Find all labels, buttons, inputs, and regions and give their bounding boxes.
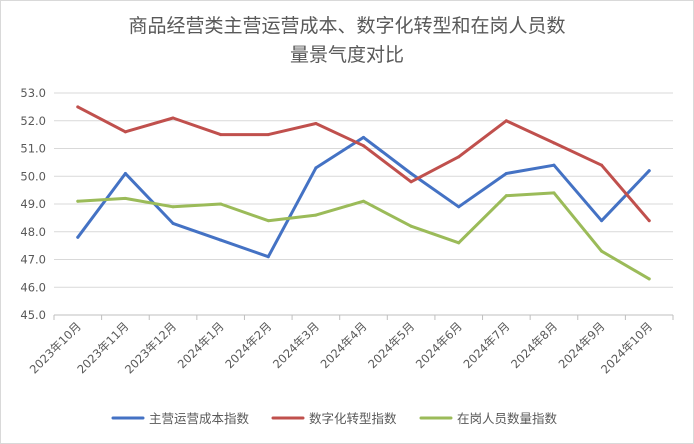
y-tick-label: 46.0 [20, 280, 46, 294]
data-point [647, 169, 651, 173]
data-point [123, 171, 127, 175]
data-point [457, 205, 461, 209]
data-point [266, 133, 270, 137]
series-lines [76, 105, 651, 281]
series-line-1 [76, 135, 651, 259]
data-point [314, 122, 318, 126]
data-point [647, 219, 651, 223]
data-point [457, 155, 461, 159]
legend: 主营运营成本指数 数字化转型指数 在岗人员数量指数 [111, 411, 558, 426]
data-point [409, 171, 413, 175]
chart-title-line-2: 量景气度对比 [289, 44, 404, 66]
data-point [123, 196, 127, 200]
data-point [76, 235, 80, 239]
legend-label-2: 数字化转型指数 [309, 411, 397, 426]
data-point [76, 105, 80, 109]
data-point [76, 199, 80, 203]
data-point [504, 119, 508, 123]
y-tick-label: 48.0 [20, 225, 46, 239]
data-point [362, 199, 365, 203]
data-point [409, 180, 413, 184]
x-tick-label: 2024年5月 [365, 319, 417, 371]
x-tick-label: 2023年12月 [122, 319, 179, 376]
y-tick-label: 51.0 [20, 142, 46, 156]
data-point [600, 219, 604, 223]
data-point [600, 249, 604, 253]
data-point [171, 221, 175, 225]
series-line-3 [76, 191, 651, 281]
y-tick-label: 52.0 [20, 114, 46, 128]
x-tick-label: 2024年7月 [460, 319, 512, 371]
data-point [409, 224, 413, 228]
data-point [504, 171, 508, 175]
data-point [219, 238, 223, 242]
x-tick-label: 2024年10月 [598, 319, 655, 376]
data-point [219, 202, 223, 206]
x-tick-label: 2024年2月 [222, 319, 274, 371]
legend-label-1: 主营运营成本指数 [149, 411, 250, 426]
data-point [362, 144, 365, 148]
x-tick-label: 2024年1月 [175, 319, 227, 371]
data-point [600, 163, 604, 167]
data-point [362, 135, 365, 139]
y-tick-label: 45.0 [20, 308, 46, 322]
x-tick-label: 2024年4月 [318, 319, 370, 371]
y-tick-label: 49.0 [20, 197, 46, 211]
data-point [314, 166, 318, 170]
data-point [314, 213, 318, 217]
y-tick-label: 47.0 [20, 253, 46, 267]
y-tick-label: 53.0 [20, 86, 46, 100]
data-point [552, 163, 556, 167]
data-point [266, 219, 270, 223]
data-point [647, 277, 651, 281]
data-point [266, 255, 270, 259]
data-point [123, 130, 127, 134]
data-point [504, 194, 508, 198]
data-point [457, 241, 461, 245]
legend-label-3: 在岗人员数量指数 [457, 411, 558, 426]
y-tick-label: 50.0 [20, 169, 46, 183]
data-point [552, 191, 556, 195]
chart-title-line-1: 商品经营类主营运营成本、数字化转型和在岗人员数 [128, 15, 566, 37]
data-point [171, 116, 175, 120]
x-tick-label: 2024年3月 [270, 319, 322, 371]
x-tick-label: 2024年8月 [508, 319, 560, 371]
data-point [219, 133, 223, 137]
x-tick-label: 2024年6月 [413, 319, 465, 371]
data-point [171, 205, 175, 209]
data-point [552, 141, 556, 145]
